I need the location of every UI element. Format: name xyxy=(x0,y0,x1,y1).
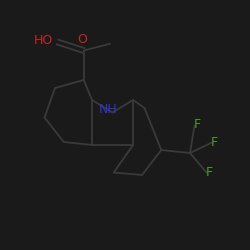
Text: F: F xyxy=(206,166,213,179)
Text: HO: HO xyxy=(34,34,54,46)
Text: F: F xyxy=(194,118,200,132)
Text: O: O xyxy=(78,33,88,46)
Text: NH: NH xyxy=(98,103,117,116)
Text: F: F xyxy=(211,136,218,148)
